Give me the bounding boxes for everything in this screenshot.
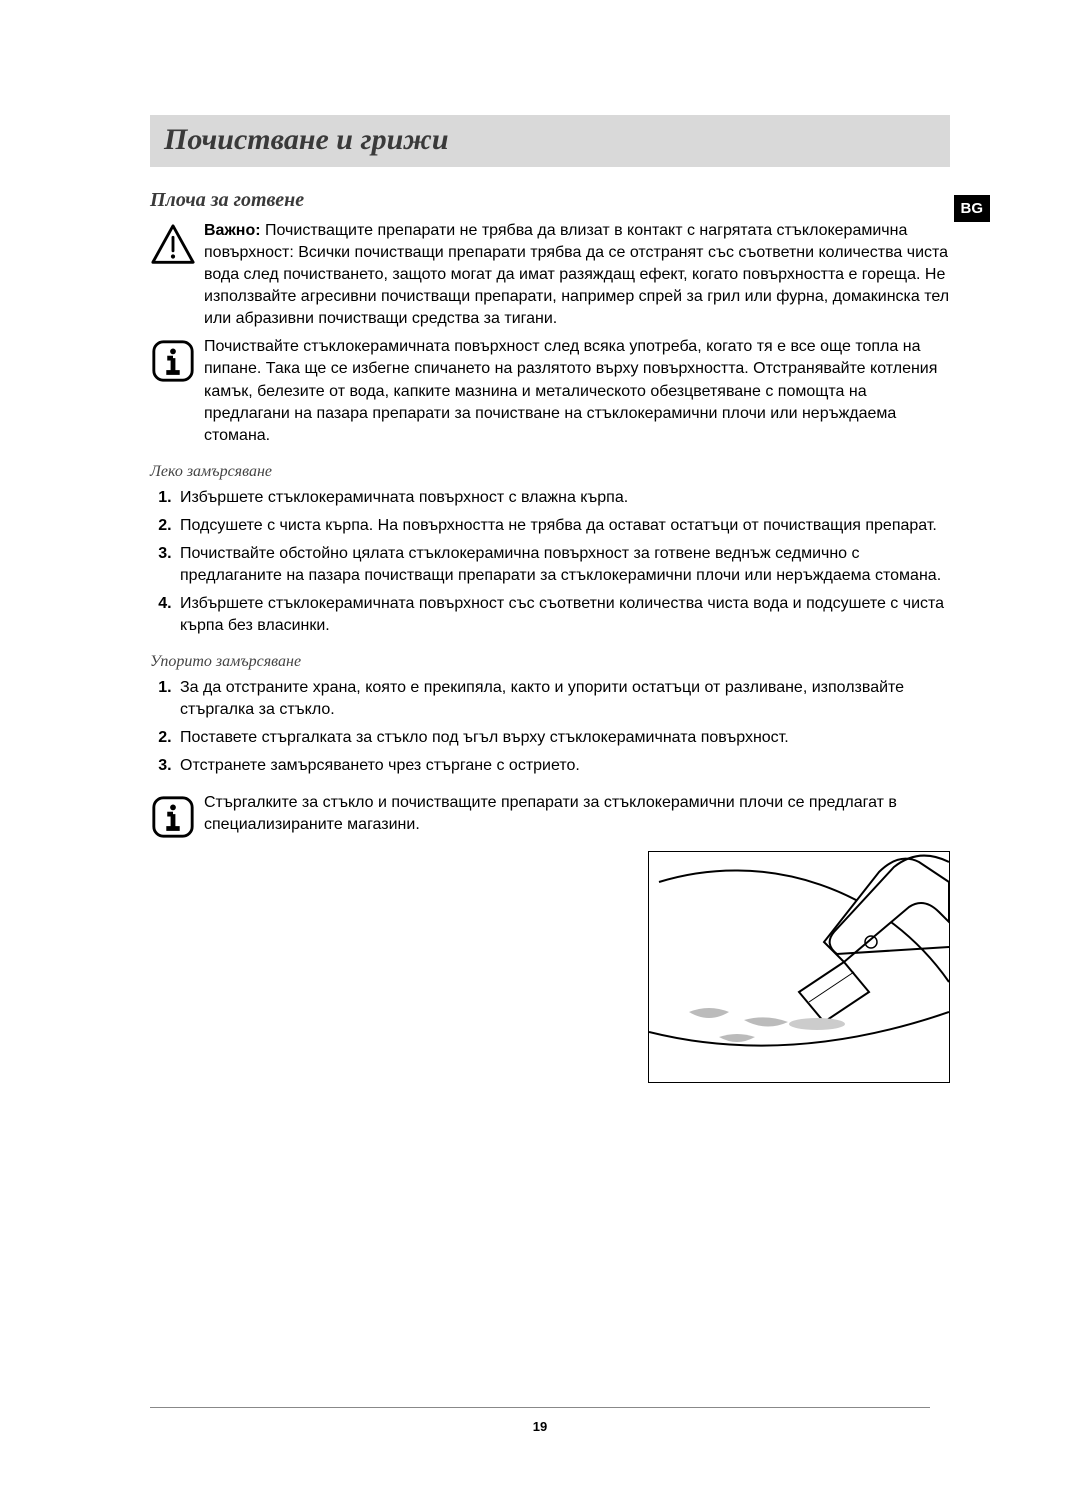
list-item: Избършете стъклокерамичната повърхност с… xyxy=(176,487,950,509)
list-item: Отстранете замърсяването чрез стъргане с… xyxy=(176,755,950,777)
warning-text: Важно: Почистващите препарати не трябва … xyxy=(204,220,950,330)
stubborn-dirt-steps: За да отстраните храна, която е прекипял… xyxy=(150,677,950,777)
list-item: Поставете стъргалката за стъкло под ъгъл… xyxy=(176,727,950,749)
info-icon xyxy=(150,336,204,389)
info2-text: Стъргалките за стъкло и почистващите пре… xyxy=(204,792,950,836)
title-bar: Почистване и грижи xyxy=(150,115,950,167)
page-title: Почистване и грижи xyxy=(164,123,936,157)
subheading-light-dirt: Леко замърсяване xyxy=(150,463,950,481)
footer-rule xyxy=(150,1407,930,1408)
warning-body: Почистващите препарати не трябва да влиз… xyxy=(204,222,949,327)
list-item: Почиствайте обстойно цялата стъклокерами… xyxy=(176,543,950,587)
list-item: Подсушете с чиста кърпа. На повърхността… xyxy=(176,515,950,537)
illustration-wrap xyxy=(150,851,950,1087)
scraper-illustration xyxy=(648,851,950,1083)
list-item: За да отстраните храна, която е прекипял… xyxy=(176,677,950,721)
list-item: Избършете стъклокерамичната повърхност с… xyxy=(176,593,950,637)
info-block-2: Стъргалките за стъкло и почистващите пре… xyxy=(150,792,950,845)
section-title: Плоча за готвене xyxy=(150,189,950,212)
page-number: 19 xyxy=(0,1419,1080,1434)
subheading-stubborn-dirt: Упорито замърсяване xyxy=(150,653,950,671)
light-dirt-steps: Избършете стъклокерамичната повърхност с… xyxy=(150,487,950,637)
warning-bold: Важно: xyxy=(204,222,261,239)
info1-text: Почиствайте стъклокерамичната повърхност… xyxy=(204,336,950,446)
warning-block: Важно: Почистващите препарати не трябва … xyxy=(150,220,950,330)
warning-icon xyxy=(150,220,204,273)
info-icon xyxy=(150,792,204,845)
info-block-1: Почиствайте стъклокерамичната повърхност… xyxy=(150,336,950,446)
language-badge: BG xyxy=(954,195,991,222)
page: Почистване и грижи BG Плоча за готвене В… xyxy=(0,0,1080,1147)
